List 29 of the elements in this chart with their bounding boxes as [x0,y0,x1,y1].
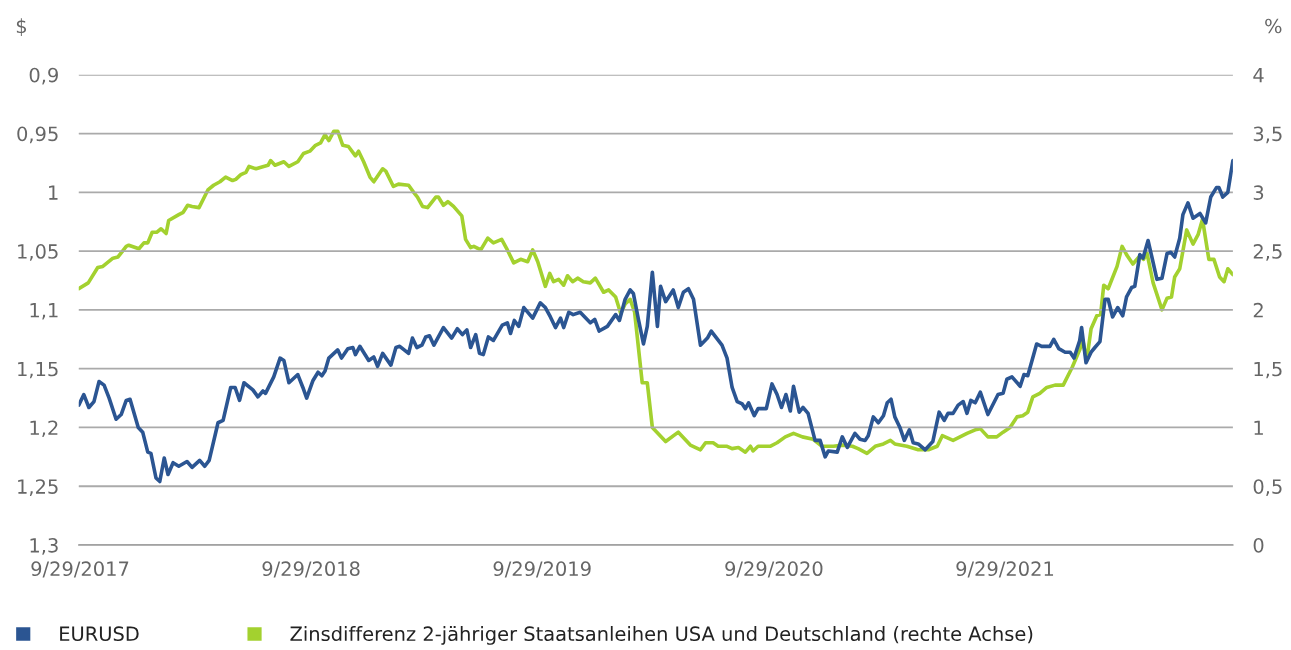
y-axis-title: $ [16,18,27,36]
y2-tick-label: 0 [1253,537,1264,553]
y-tick-label: 1,25 [18,479,58,496]
x-tick-label: 9/29/2021 [956,561,1054,578]
legend-label: EURUSD [60,626,139,642]
legend-label: Zinsdifferenz 2-jähriger Staatsanleihen USA und Deutschland (rechte Achse) [290,626,1033,645]
y-tick-label: 1,1 [30,303,58,320]
y2-tick-label: 1 [1254,420,1263,435]
y2-tick-label: 0,5 [1253,479,1282,496]
x-tick-label: 9/29/2017 [31,561,129,578]
line-series [78,129,1233,456]
y2-tick-label: 1,5 [1254,361,1282,379]
y2-tick-label: 4 [1253,67,1264,83]
line-series [78,158,1233,484]
y-tick-label: 0,95 [17,126,58,144]
y-tick-label: 1 [49,185,58,200]
y-tick-label: 1,15 [18,361,58,379]
y-tick-label: 1,2 [30,420,58,438]
y2-tick-label: 2,5 [1253,244,1282,261]
y2-tick-label: 3,5 [1253,126,1282,144]
x-tick-label: 9/29/2019 [493,561,591,578]
y2-tick-label: 2 [1253,302,1263,318]
x-tick-label: 9/29/2020 [725,561,823,578]
x-tick-label: 9/29/2018 [262,561,360,578]
y2-tick-label: 3 [1253,185,1264,200]
y2-axis-title: % [1265,18,1282,34]
y-tick-label: 0,9 [29,67,58,85]
y-tick-label: 1,05 [18,244,58,261]
y-tick-label: 1,3 [30,537,58,555]
